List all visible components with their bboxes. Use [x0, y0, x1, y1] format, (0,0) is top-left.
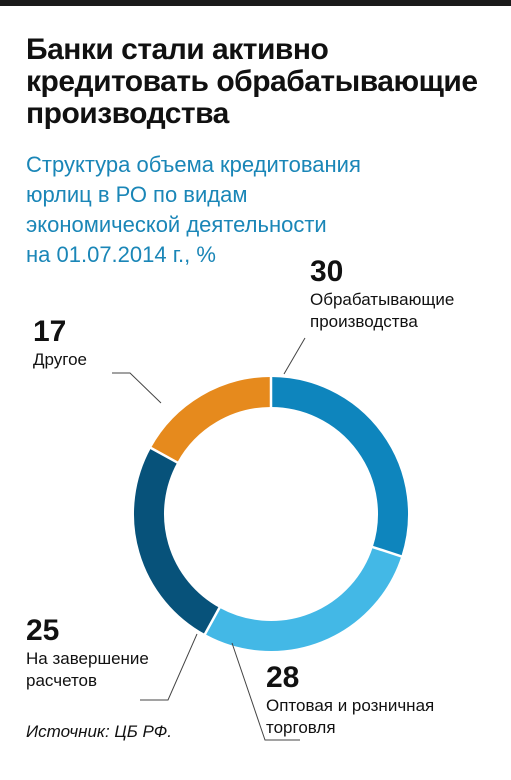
slice-separator — [203, 606, 222, 636]
source-note: Источник: ЦБ РФ. — [26, 722, 172, 741]
data-label-value: 30 — [310, 255, 343, 288]
slice-separator — [371, 545, 403, 558]
leader-line — [112, 372, 162, 404]
top-rule — [0, 0, 511, 6]
donut-slice-3 — [134, 448, 220, 635]
data-label-value: 17 — [33, 315, 66, 348]
donut-slice-2 — [205, 546, 402, 651]
donut-slice-1 — [270, 377, 408, 557]
data-label-value: 25 — [26, 614, 59, 647]
leader-line — [283, 337, 306, 375]
data-label-value: 28 — [266, 661, 299, 694]
leader-line — [140, 633, 198, 701]
chart-title: Банки стали активно кредитовать обрабаты… — [26, 33, 478, 130]
leader-line — [231, 642, 300, 741]
data-label-category: Другое — [33, 350, 87, 369]
donut-slice-4 — [150, 377, 272, 463]
chart-subtitle: Структура объема кредитования юрлиц в РО… — [26, 152, 361, 267]
data-label-category: Обрабатывающие производства — [310, 290, 454, 331]
data-label-category: На завершение расчетов — [26, 649, 149, 690]
data-label-category: Оптовая и розничная торговля — [266, 696, 434, 737]
slice-separator — [149, 446, 179, 465]
